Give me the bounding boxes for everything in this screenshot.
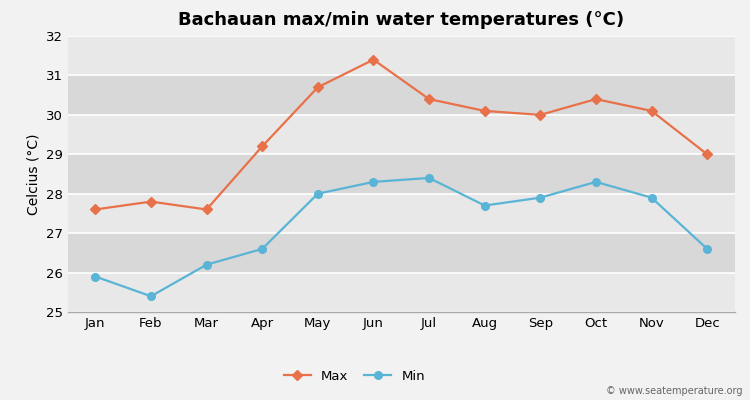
Max	[480, 108, 489, 113]
Legend: Max, Min: Max, Min	[284, 370, 425, 383]
Bar	[68, 233, 735, 272]
Min	[146, 294, 155, 299]
Min	[369, 180, 378, 184]
Min	[536, 195, 544, 200]
Max	[146, 199, 155, 204]
Max	[202, 207, 211, 212]
Max	[91, 207, 100, 212]
Max	[258, 144, 267, 149]
Min	[647, 195, 656, 200]
Max	[592, 97, 601, 102]
Bar	[68, 76, 735, 115]
Min	[202, 262, 211, 267]
Min	[480, 203, 489, 208]
Min	[91, 274, 100, 279]
Max	[536, 112, 544, 117]
Min	[314, 191, 322, 196]
Min	[258, 246, 267, 251]
Min	[703, 246, 712, 251]
Y-axis label: Celcius (°C): Celcius (°C)	[26, 133, 40, 215]
Min	[424, 176, 433, 180]
Max	[369, 57, 378, 62]
Title: Bachauan max/min water temperatures (°C): Bachauan max/min water temperatures (°C)	[178, 11, 624, 29]
Bar	[68, 36, 735, 76]
Bar	[68, 115, 735, 154]
Max	[314, 85, 322, 90]
Bar	[68, 154, 735, 194]
Line: Min: Min	[92, 174, 711, 300]
Line: Max: Max	[92, 56, 711, 213]
Text: © www.seatemperature.org: © www.seatemperature.org	[606, 386, 742, 396]
Bar	[68, 272, 735, 312]
Bar	[68, 194, 735, 233]
Min	[592, 180, 601, 184]
Max	[703, 152, 712, 157]
Max	[424, 97, 433, 102]
Max	[647, 108, 656, 113]
